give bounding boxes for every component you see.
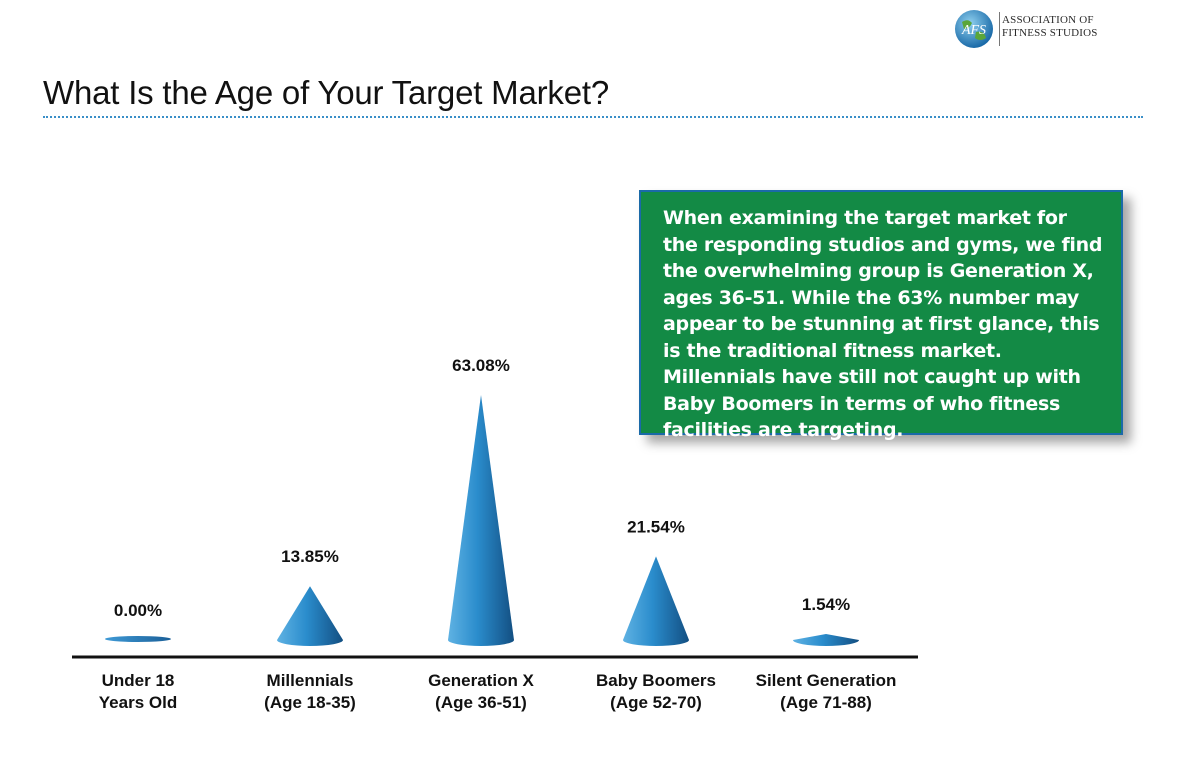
- x-tick-label: (Age 52-70): [610, 693, 702, 712]
- cone-body: [448, 395, 514, 646]
- cone-bar: [105, 636, 171, 642]
- data-label: 13.85%: [281, 547, 339, 566]
- afs-globe-icon: AFS: [955, 10, 993, 48]
- x-tick-label: Millennials: [267, 671, 354, 690]
- logo-mark-text: AFS: [961, 23, 986, 38]
- logo-wordmark: ASSOCIATION OF FITNESS STUDIOS: [1002, 14, 1098, 40]
- logo-divider: [999, 12, 1000, 46]
- cone-bar: [277, 586, 343, 646]
- cone-bar: [793, 634, 859, 646]
- cone-bar: [448, 395, 514, 646]
- x-tick-label: (Age 36-51): [435, 693, 527, 712]
- page-title: What Is the Age of Your Target Market?: [43, 74, 609, 111]
- data-label: 63.08%: [452, 356, 510, 375]
- x-tick-label: Generation X: [428, 671, 534, 690]
- data-label: 21.54%: [627, 517, 685, 536]
- logo-line-2: FITNESS STUDIOS: [1002, 27, 1098, 39]
- x-tick-label: Baby Boomers: [596, 671, 716, 690]
- x-tick-label: Silent Generation: [756, 671, 897, 690]
- data-label: 0.00%: [114, 601, 162, 620]
- title-underline: [43, 116, 1143, 118]
- logo-line-1: ASSOCIATION OF: [1002, 14, 1094, 26]
- cone-body: [793, 634, 859, 646]
- insight-callout: When examining the target market for the…: [639, 190, 1123, 441]
- x-tick-label: Years Old: [99, 693, 177, 712]
- cone-bar: [623, 556, 689, 646]
- x-tick-label: (Age 71-88): [780, 693, 872, 712]
- cone-base: [105, 636, 171, 642]
- callout-text: When examining the target market for the…: [663, 207, 1103, 441]
- afs-logo: AFS ASSOCIATION OF FITNESS STUDIOS: [952, 8, 1112, 50]
- x-tick-label: Under 18: [102, 671, 175, 690]
- cone-body: [623, 556, 689, 646]
- data-label: 1.54%: [802, 595, 850, 614]
- x-tick-label: (Age 18-35): [264, 693, 356, 712]
- cone-body: [277, 586, 343, 646]
